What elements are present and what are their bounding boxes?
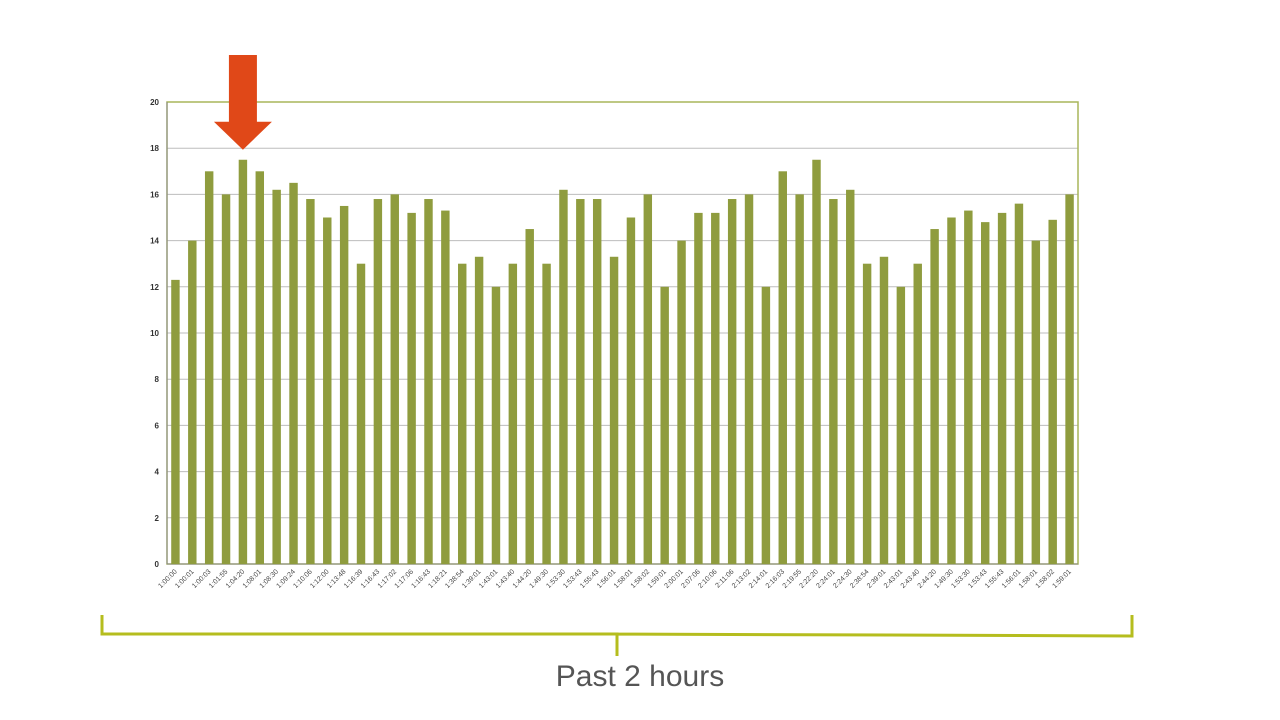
bar xyxy=(930,229,938,564)
bar xyxy=(812,160,820,564)
bar xyxy=(728,199,736,564)
bar xyxy=(964,211,972,564)
bar xyxy=(694,213,702,564)
bar xyxy=(762,287,770,564)
bracket-line xyxy=(102,615,1132,656)
bar xyxy=(711,213,719,564)
y-tick-label: 6 xyxy=(155,421,160,430)
bar xyxy=(374,199,382,564)
bar xyxy=(188,241,196,564)
bar xyxy=(289,183,297,564)
bar xyxy=(947,218,955,565)
bar xyxy=(610,257,618,564)
bar xyxy=(424,199,432,564)
bar xyxy=(644,194,652,564)
y-tick-label: 10 xyxy=(150,329,159,338)
bar xyxy=(880,257,888,564)
bar xyxy=(323,218,331,565)
bar xyxy=(407,213,415,564)
bar xyxy=(981,222,989,564)
bar xyxy=(1032,241,1040,564)
bar xyxy=(745,194,753,564)
bar xyxy=(272,190,280,564)
bar xyxy=(542,264,550,564)
bar xyxy=(593,199,601,564)
bar xyxy=(846,190,854,564)
bar xyxy=(441,211,449,564)
time-range-bracket xyxy=(102,615,1132,656)
x-tick-label: 1:59:01 xyxy=(1052,568,1074,590)
bar xyxy=(171,280,179,564)
bar xyxy=(559,190,567,564)
bar xyxy=(205,171,213,564)
bar xyxy=(525,229,533,564)
y-axis-tick-labels: 0 2 4 6 8 10 12 14 16 18 20 xyxy=(150,98,159,569)
time-range-caption: Past 2 hours xyxy=(0,660,1280,694)
bar xyxy=(357,264,365,564)
bar xyxy=(998,213,1006,564)
bar xyxy=(576,199,584,564)
bar xyxy=(795,194,803,564)
bar xyxy=(306,199,314,564)
bar xyxy=(677,241,685,564)
y-tick-label: 14 xyxy=(150,237,159,246)
bar xyxy=(660,287,668,564)
y-tick-label: 2 xyxy=(155,514,160,523)
y-tick-label: 12 xyxy=(150,283,159,292)
y-tick-label: 8 xyxy=(155,375,160,384)
bar xyxy=(1065,194,1073,564)
y-tick-label: 16 xyxy=(150,190,159,199)
bar xyxy=(779,171,787,564)
bar xyxy=(458,264,466,564)
bar xyxy=(627,218,635,565)
bar xyxy=(222,194,230,564)
bar xyxy=(897,287,905,564)
bar xyxy=(914,264,922,564)
bar xyxy=(340,206,348,564)
y-tick-label: 4 xyxy=(155,468,160,477)
bar xyxy=(492,287,500,564)
chart-gridlines xyxy=(167,148,1078,518)
bar xyxy=(1015,204,1023,564)
y-tick-label: 20 xyxy=(150,98,159,107)
y-tick-label: 18 xyxy=(150,144,159,153)
bar xyxy=(475,257,483,564)
bar xyxy=(509,264,517,564)
bar xyxy=(239,160,247,564)
bar xyxy=(829,199,837,564)
x-axis-tick-labels: 1:00:001:00:011:00:031:01:551:04:201:08:… xyxy=(157,568,1073,590)
bar xyxy=(863,264,871,564)
bar xyxy=(1048,220,1056,564)
chart-bars xyxy=(171,160,1074,564)
y-tick-label: 0 xyxy=(155,560,160,569)
bar xyxy=(391,194,399,564)
bar xyxy=(256,171,264,564)
